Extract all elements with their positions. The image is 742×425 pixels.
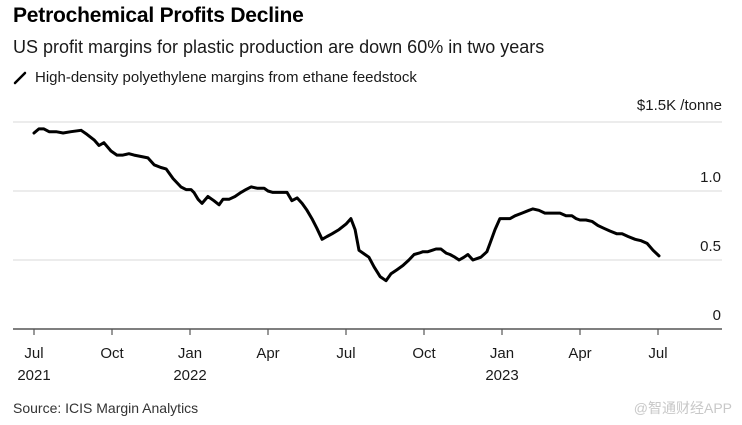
x-tick-year-label: 2023 <box>485 367 518 384</box>
chart-subtitle: US profit margins for plastic production… <box>13 37 545 57</box>
x-tick-label: Oct <box>100 345 124 362</box>
gridlines <box>13 121 722 330</box>
x-tick-label: Jan <box>490 345 514 362</box>
y-tick-label: 0 <box>713 307 721 324</box>
watermark: @智通财经APP <box>633 400 732 416</box>
x-tick-label: Jul <box>336 345 355 362</box>
x-tick-label: Jan <box>178 345 202 362</box>
y-unit-label: $1.5K /tonne <box>636 97 722 114</box>
legend-line-icon <box>13 71 27 84</box>
x-tick-label: Apr <box>568 345 591 362</box>
y-tick-labels: 1.0 0.5 0 <box>700 169 721 324</box>
x-tick-label: Apr <box>256 345 279 362</box>
legend: High-density polyethylene margins from e… <box>13 69 417 86</box>
x-tick-label: Jul <box>24 345 43 362</box>
legend-label: High-density polyethylene margins from e… <box>35 69 417 86</box>
y-tick-label: 1.0 <box>700 169 721 186</box>
series-line-hdpe <box>32 127 661 283</box>
x-axis: Jul 2021 Oct Jan 2022 Apr Jul Oct Jan 2023 Apr Jul <box>17 329 668 384</box>
chart-title: Petrochemical Profits Decline <box>13 4 304 27</box>
source-note: Source: ICIS Margin Analytics <box>13 400 199 416</box>
x-tick-label: Jul <box>648 345 667 362</box>
x-tick-year-label: 2021 <box>17 367 50 384</box>
x-tick-label: Oct <box>412 345 436 362</box>
y-tick-label: 0.5 <box>700 238 721 255</box>
x-tick-year-label: 2022 <box>173 367 206 384</box>
